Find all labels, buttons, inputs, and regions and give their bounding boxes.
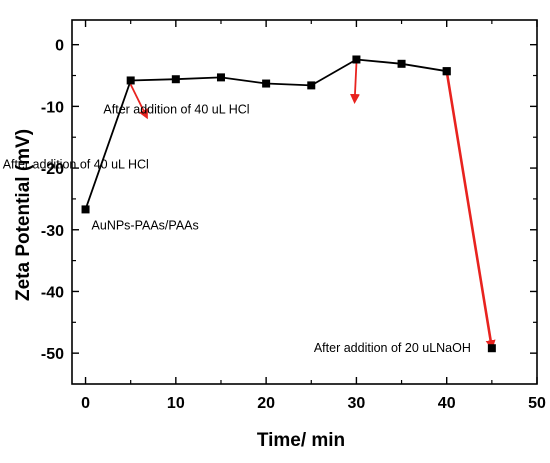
data-point — [307, 81, 316, 90]
y-tick-label: -10 — [41, 99, 64, 116]
y-tick-label: -40 — [41, 284, 64, 301]
ticks-group: 0 10 20 30 40 50 0 -10 -20 -30 -40 -50 — [41, 20, 546, 412]
annotation-label: After addition of 40 uL HCl — [103, 102, 249, 116]
annotation-label: After addition of 40 uL HCl — [3, 157, 149, 171]
plot-group — [81, 55, 496, 353]
y-axis-title: Zeta Potential (mV) — [13, 129, 34, 301]
annotation-label: After addition of 20 uLNaOH — [314, 341, 471, 355]
data-point — [126, 76, 135, 85]
data-point — [442, 67, 451, 76]
series-line-1 — [445, 70, 496, 351]
x-tick-label: 30 — [348, 395, 366, 412]
x-axis-title: Time/ min — [257, 430, 345, 451]
plot-frame — [71, 19, 538, 385]
data-point — [81, 205, 90, 214]
data-point — [171, 75, 180, 84]
annotation-arrow — [129, 84, 148, 120]
data-point — [487, 344, 496, 353]
x-tick-label: 40 — [438, 395, 456, 412]
annotations-group: AuNPs-PAAs/PAAs After addition of 40 uL H… — [3, 63, 471, 355]
y-tick-label: -30 — [41, 223, 64, 240]
y-tick-label: -20 — [41, 161, 64, 178]
y-tick-label: 0 — [55, 38, 64, 55]
x-tick-label: 0 — [81, 395, 90, 412]
data-point — [397, 59, 406, 68]
data-point — [216, 73, 225, 82]
axes-group — [71, 19, 538, 385]
x-tick-label: 50 — [528, 395, 546, 412]
y-tick-label: -50 — [41, 346, 64, 363]
x-tick-label: 10 — [167, 395, 185, 412]
annotation-arrow — [349, 63, 360, 105]
annotation-label: AuNPs-PAAs/PAAs — [92, 218, 199, 232]
x-tick-label: 20 — [257, 395, 275, 412]
data-point — [352, 55, 361, 64]
data-point — [262, 79, 271, 88]
